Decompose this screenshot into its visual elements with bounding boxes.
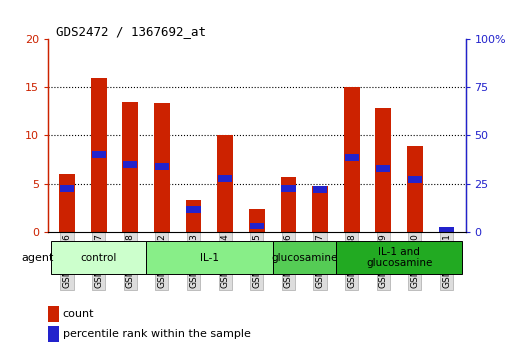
Bar [438, 227, 453, 234]
Text: count: count [63, 309, 94, 319]
Bar [123, 161, 137, 168]
Bar [154, 103, 170, 232]
Bar [344, 154, 358, 161]
Text: IL-1 and
glucosamine: IL-1 and glucosamine [365, 247, 431, 268]
Bar [60, 185, 74, 192]
Bar [249, 223, 264, 229]
Bar [122, 102, 138, 232]
Bar [407, 176, 421, 183]
Bar [48, 306, 59, 321]
Bar [406, 146, 422, 232]
Bar [155, 163, 169, 170]
Bar [272, 241, 335, 274]
Text: control: control [80, 252, 117, 263]
Text: IL-1: IL-1 [199, 252, 219, 263]
Bar [438, 229, 453, 232]
Bar [146, 241, 272, 274]
Bar [91, 151, 106, 158]
Bar [48, 326, 59, 342]
Bar [375, 165, 390, 172]
Text: GDS2472 / 1367692_at: GDS2472 / 1367692_at [57, 25, 206, 38]
Text: agent: agent [21, 252, 54, 263]
Bar [312, 185, 327, 232]
Bar [51, 241, 146, 274]
Bar [217, 135, 233, 232]
Bar [281, 185, 295, 192]
Bar [343, 87, 359, 232]
Bar [59, 174, 75, 232]
Bar [185, 200, 201, 232]
Text: percentile rank within the sample: percentile rank within the sample [63, 330, 250, 339]
Bar [218, 176, 232, 182]
Bar [186, 206, 200, 213]
Bar [375, 108, 390, 232]
Bar [280, 177, 296, 232]
Text: glucosamine: glucosamine [271, 252, 337, 263]
Bar [312, 186, 327, 193]
Bar [335, 241, 462, 274]
Bar [90, 78, 107, 232]
Bar [248, 209, 264, 232]
